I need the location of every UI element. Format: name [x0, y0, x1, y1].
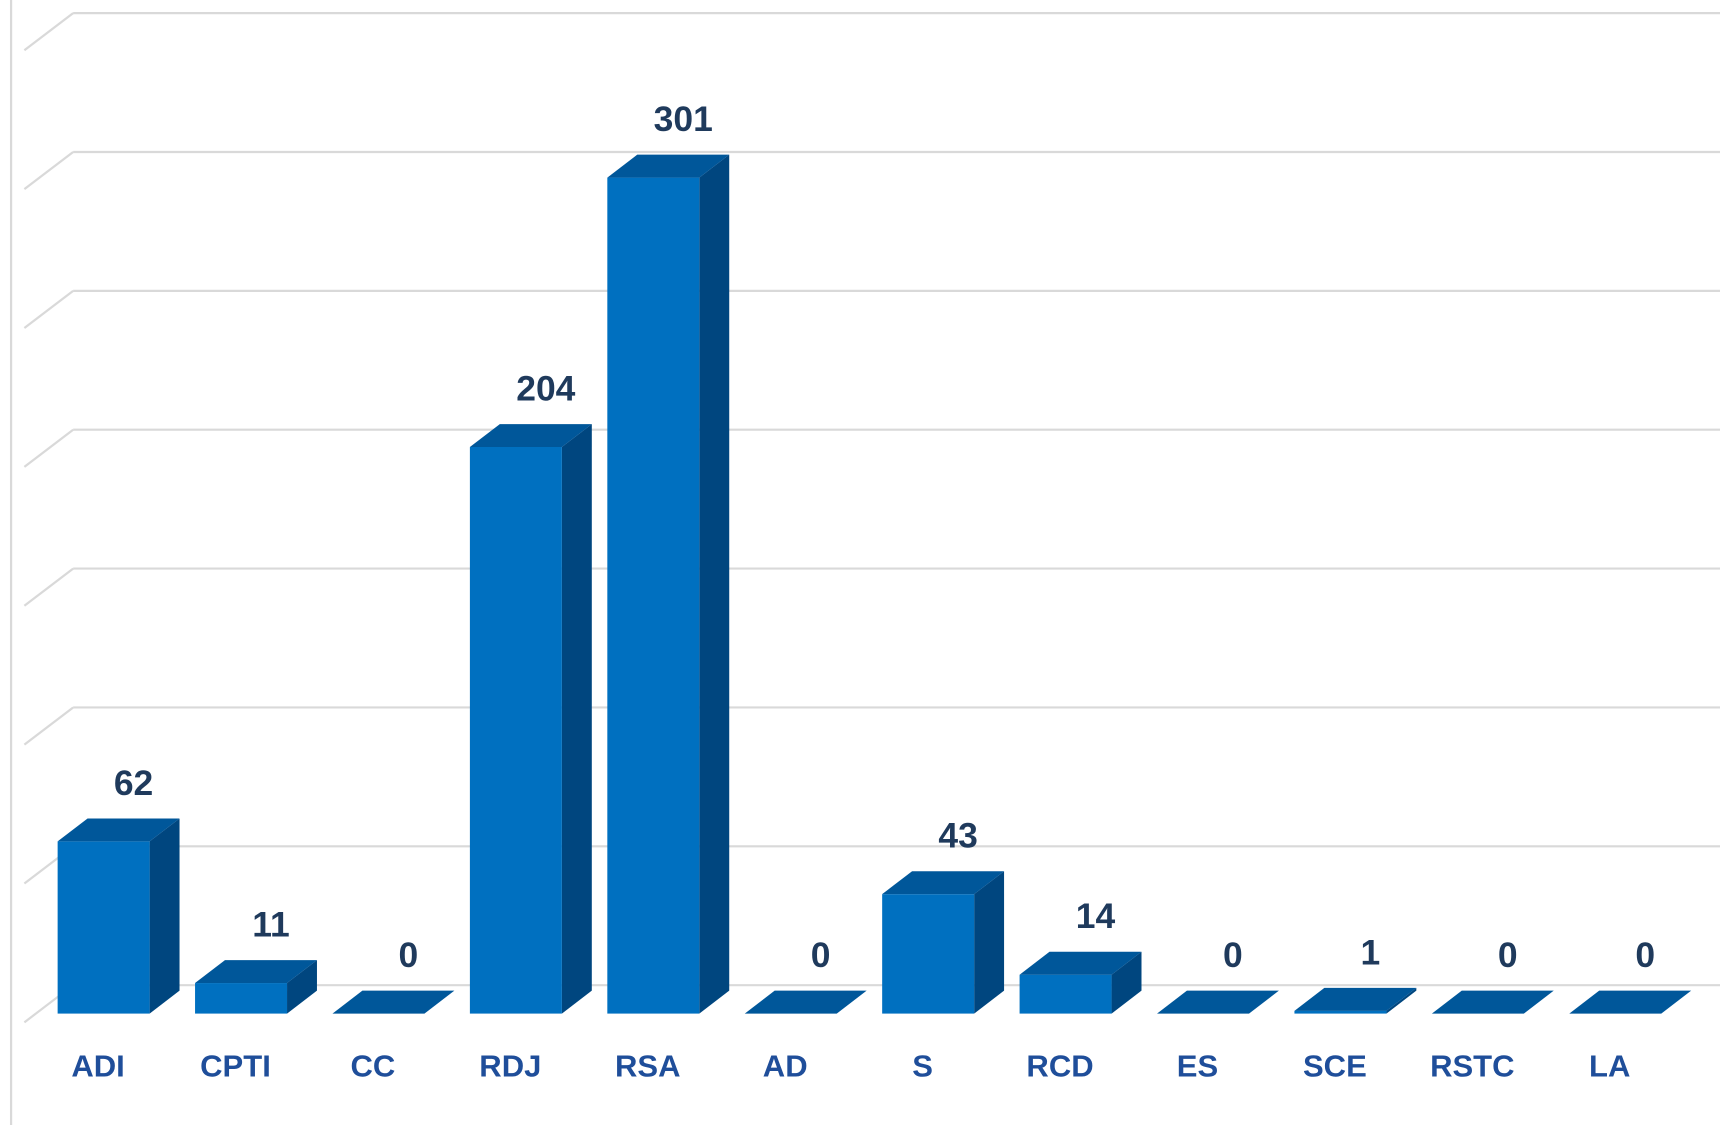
bar: [882, 894, 975, 1014]
bar-side: [287, 960, 317, 1014]
x-tick-label: CC: [351, 1048, 396, 1083]
bar: [57, 841, 150, 1014]
bar-top: [57, 818, 180, 842]
bar-top: [1294, 987, 1417, 1011]
bar: [1019, 974, 1112, 1014]
bar-top: [1019, 951, 1142, 975]
bar-side: [1386, 987, 1417, 1014]
x-tick-label: AD: [763, 1048, 808, 1083]
x-tick-label: RSA: [615, 1048, 681, 1083]
bar-top: [332, 990, 455, 1014]
bar-top: [195, 960, 317, 984]
x-tick-label: ADI: [71, 1048, 124, 1083]
bar-side: [1111, 951, 1142, 1014]
grid-line-side: [23, 151, 74, 190]
value-label: 204: [516, 370, 576, 409]
bar-side: [699, 154, 730, 1014]
value-label: 301: [654, 100, 713, 139]
value-label: 0: [811, 936, 831, 975]
x-tick-label: RDJ: [479, 1048, 541, 1083]
x-tick-label: S: [912, 1048, 933, 1083]
bar-top: [882, 871, 1005, 895]
grid-line-side: [23, 289, 74, 329]
grid-line-side: [23, 706, 74, 746]
x-tick-label: ES: [1177, 1048, 1218, 1083]
grid-line-side: [23, 12, 74, 52]
bar: [195, 983, 288, 1014]
value-label: 62: [114, 764, 153, 803]
value-label: 0: [1635, 936, 1655, 975]
bar-top: [1569, 990, 1692, 1014]
bar-top: [469, 424, 592, 448]
x-tick-label: CPTI: [200, 1048, 271, 1083]
x-tick-label: SCE: [1303, 1048, 1367, 1083]
bar-top: [744, 990, 867, 1014]
grid-line-side: [23, 567, 74, 607]
value-label: 11: [252, 906, 289, 945]
x-tick-label: LA: [1589, 1048, 1630, 1083]
bar: [1294, 1010, 1387, 1014]
bar-side: [561, 424, 592, 1014]
bar-top: [607, 154, 730, 178]
x-tick-label: RCD: [1026, 1048, 1093, 1083]
bar: [469, 447, 562, 1014]
bar-top: [1431, 990, 1554, 1014]
bar-side: [974, 871, 1005, 1014]
value-label: 0: [1223, 936, 1243, 975]
value-label: 1: [1360, 934, 1380, 973]
grid-line-side: [23, 428, 74, 468]
bar: [607, 177, 700, 1014]
bar-top: [1157, 990, 1279, 1014]
bar-side: [149, 818, 180, 1014]
value-label: 0: [399, 936, 419, 975]
value-label: 14: [1076, 897, 1116, 936]
value-label: 43: [938, 817, 977, 856]
value-label: 0: [1498, 936, 1518, 975]
x-tick-label: RSTC: [1430, 1048, 1514, 1083]
